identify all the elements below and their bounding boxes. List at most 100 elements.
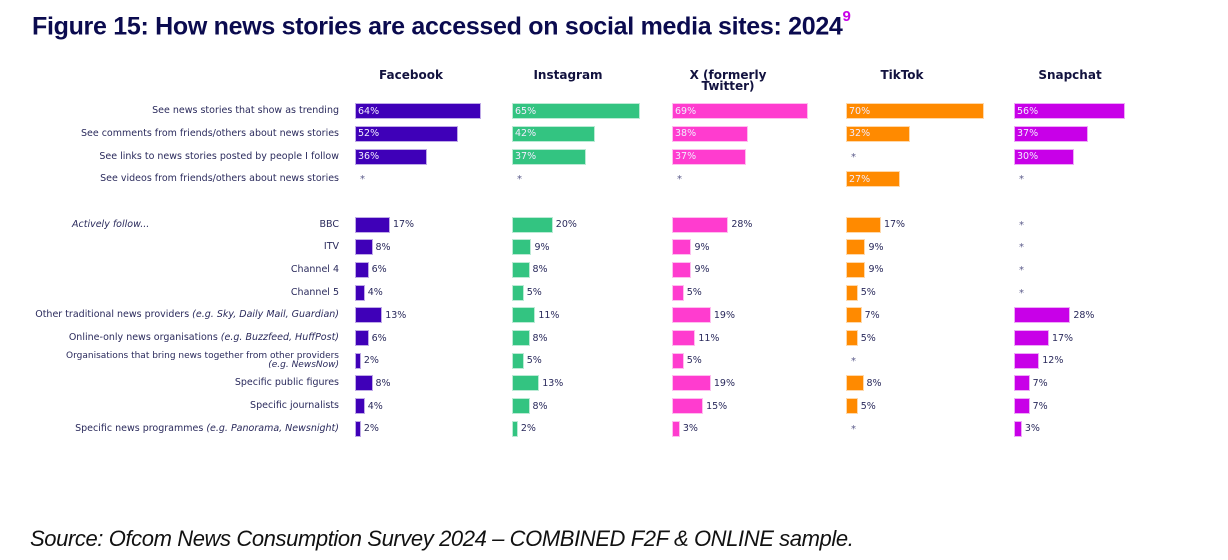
bar-x[interactable] — [673, 308, 710, 323]
column-header-snapchat: Snapchat — [1038, 68, 1102, 82]
data-label: 9% — [694, 264, 710, 276]
data-label: 37% — [1017, 128, 1039, 139]
bar-instagram[interactable] — [513, 126, 595, 141]
row-label: Channel 5 — [291, 287, 339, 298]
bar-tiktok[interactable] — [847, 104, 983, 118]
bar-tiktok[interactable] — [847, 172, 900, 186]
data-label: 4% — [367, 400, 383, 412]
bar-tiktok[interactable] — [847, 399, 857, 414]
row-label-example: (e.g. Buzzfeed, HuffPost) — [220, 332, 339, 343]
bar-instagram[interactable] — [513, 104, 640, 118]
bar-instagram[interactable] — [513, 285, 523, 300]
data-label: 8% — [532, 332, 548, 344]
data-label: 6% — [371, 332, 387, 344]
bar-facebook[interactable] — [356, 353, 360, 368]
missing-value-marker: * — [851, 355, 856, 367]
bar-instagram[interactable] — [513, 308, 535, 323]
bar-snapchat[interactable] — [1015, 376, 1029, 391]
bar-facebook[interactable] — [356, 262, 368, 277]
row-label: See links to news stories posted by peop… — [99, 151, 339, 162]
data-label: 5% — [526, 355, 542, 367]
bar-x[interactable] — [673, 126, 747, 141]
row-label-text: Specific public figures — [234, 377, 339, 389]
row-label: BBC — [319, 219, 339, 230]
bar-instagram[interactable] — [513, 399, 529, 414]
row-label-text: Specific journalists — [250, 400, 339, 412]
bar-x[interactable] — [673, 240, 691, 255]
bar-x[interactable] — [673, 421, 679, 436]
missing-value-marker: * — [1019, 219, 1024, 231]
data-label: 3% — [682, 423, 698, 435]
data-label: 27% — [849, 173, 871, 185]
bar-facebook[interactable] — [356, 308, 382, 323]
bar-instagram[interactable] — [513, 353, 523, 368]
data-label: 52% — [358, 128, 380, 139]
bar-instagram[interactable] — [513, 217, 552, 232]
row-label-text: Channel 5 — [290, 286, 339, 298]
bar-instagram[interactable] — [513, 240, 531, 255]
bar-facebook[interactable] — [356, 331, 368, 345]
row-label: ITV — [324, 241, 339, 252]
data-label: 7% — [864, 309, 880, 321]
bar-x[interactable] — [673, 262, 691, 277]
bar-snapchat[interactable] — [1015, 421, 1021, 436]
data-label: 7% — [1032, 400, 1048, 412]
bar-snapchat[interactable] — [1015, 126, 1087, 141]
bar-facebook[interactable] — [356, 126, 457, 141]
bar-instagram[interactable] — [513, 149, 585, 164]
bar-instagram[interactable] — [513, 421, 517, 436]
bar-x[interactable] — [673, 399, 703, 414]
bar-x[interactable] — [673, 217, 728, 232]
data-label: 20% — [555, 219, 577, 230]
bar-tiktok[interactable] — [847, 308, 861, 323]
bar-tiktok[interactable] — [847, 126, 910, 141]
bar-facebook[interactable] — [356, 376, 372, 391]
missing-value-marker: * — [1019, 242, 1024, 254]
row-label: Organisations that bring news together f… — [66, 351, 339, 370]
bar-x[interactable] — [673, 331, 695, 345]
data-label: 28% — [1073, 309, 1095, 321]
bar-tiktok[interactable] — [847, 240, 865, 255]
data-label: 5% — [526, 287, 542, 299]
bar-snapchat[interactable] — [1015, 149, 1074, 164]
row-label: See videos from friends/others about new… — [100, 173, 339, 184]
bar-tiktok[interactable] — [847, 331, 857, 345]
data-label: 2% — [363, 423, 379, 435]
row-label-text: BBC — [319, 218, 339, 230]
bar-instagram[interactable] — [513, 262, 529, 277]
bar-instagram[interactable] — [513, 331, 529, 345]
data-label: 70% — [849, 105, 871, 117]
bar-facebook[interactable] — [356, 285, 364, 300]
data-label: 11% — [538, 309, 560, 321]
bar-x[interactable] — [673, 149, 745, 164]
source-note: Source: Ofcom News Consumption Survey 20… — [30, 526, 854, 551]
bar-facebook[interactable] — [356, 399, 364, 414]
bar-tiktok[interactable] — [847, 262, 865, 277]
bar-tiktok[interactable] — [847, 285, 857, 300]
row-label: Channel 4 — [291, 264, 339, 275]
bar-facebook[interactable] — [356, 104, 481, 118]
column-header-tiktok: TikTok — [880, 68, 924, 82]
data-label: 13% — [542, 377, 564, 389]
missing-value-marker: * — [1019, 174, 1024, 185]
bar-facebook[interactable] — [356, 421, 360, 436]
bar-facebook[interactable] — [356, 149, 426, 164]
bar-snapchat[interactable] — [1015, 399, 1029, 414]
column-header-facebook: Facebook — [379, 68, 443, 82]
data-label: 4% — [367, 287, 383, 299]
bar-x[interactable] — [673, 104, 807, 118]
bar-snapchat[interactable] — [1015, 104, 1124, 118]
bar-x[interactable] — [673, 285, 683, 300]
bar-instagram[interactable] — [513, 376, 539, 391]
bar-x[interactable] — [673, 376, 710, 391]
bar-snapchat[interactable] — [1015, 308, 1070, 323]
data-label: 64% — [358, 105, 380, 117]
bar-x[interactable] — [673, 353, 683, 368]
bar-tiktok[interactable] — [847, 217, 880, 232]
bar-tiktok[interactable] — [847, 376, 863, 391]
bar-snapchat[interactable] — [1015, 331, 1048, 345]
bar-snapchat[interactable] — [1015, 353, 1039, 368]
bar-facebook[interactable] — [356, 240, 372, 255]
bar-facebook[interactable] — [356, 217, 389, 232]
